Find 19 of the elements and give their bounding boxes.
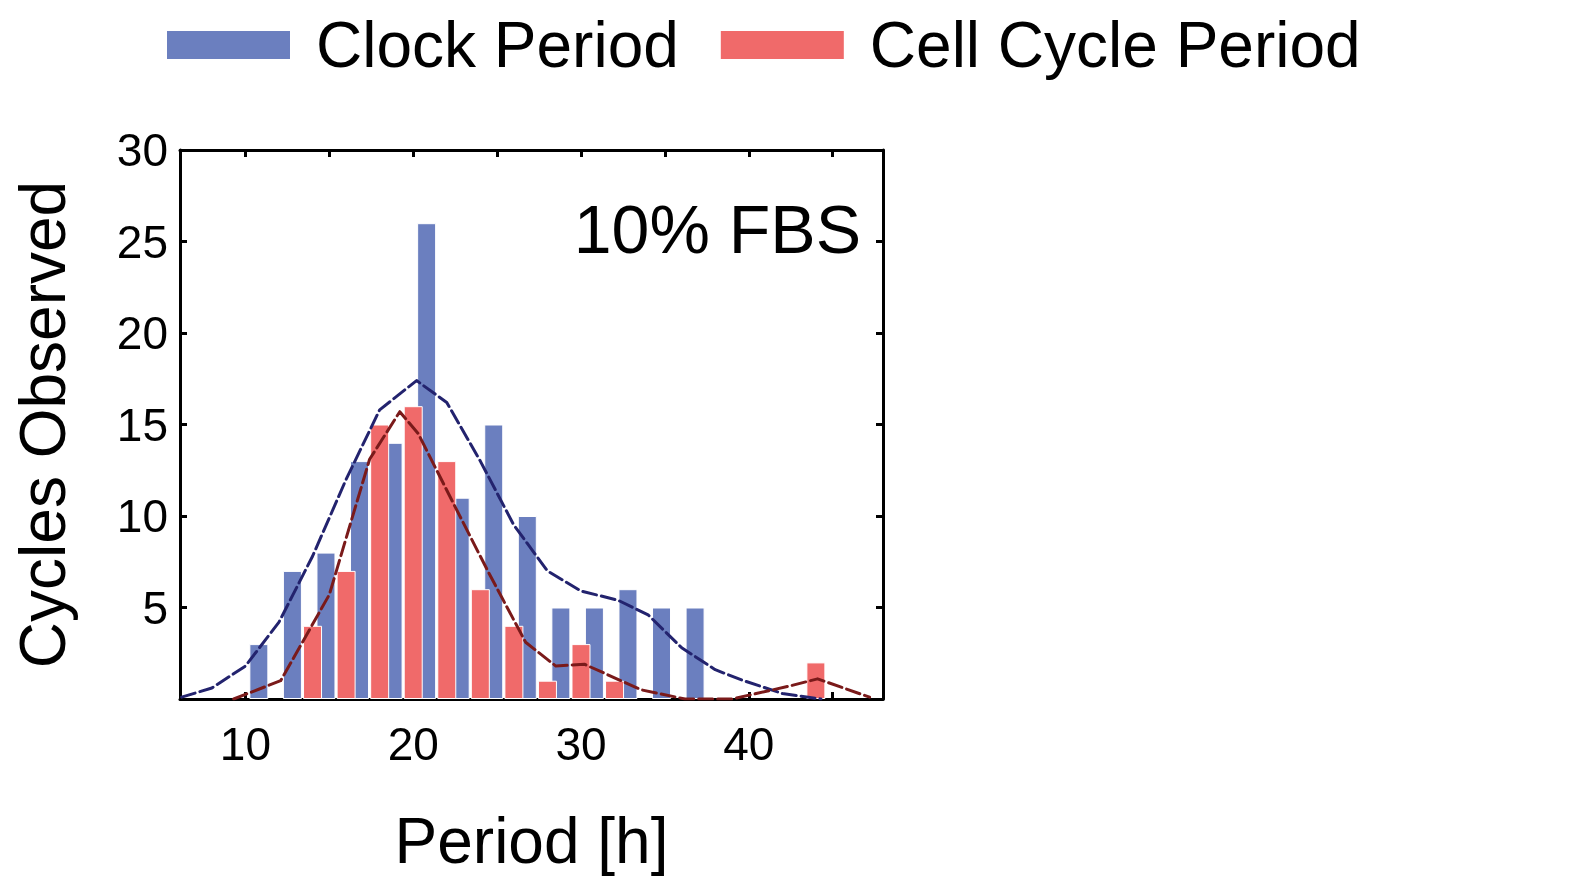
- x-tick-label: 40: [723, 718, 775, 770]
- y-tick-label: 5: [142, 581, 168, 634]
- y-axis-title: Cycles Observed: [7, 180, 79, 669]
- legend-label: Clock Period: [316, 9, 679, 81]
- y-tick-label: 20: [116, 307, 168, 359]
- line-series: [232, 410, 872, 701]
- y-tick-label: 10: [116, 490, 168, 542]
- bar: [685, 607, 705, 699]
- x-tick-label: 10: [219, 718, 272, 770]
- y-tick-label: 15: [116, 398, 168, 451]
- x-tick-label: 30: [555, 718, 607, 770]
- x-axis-title: Period [h]: [394, 805, 669, 877]
- annotation: 10% FBS: [573, 191, 862, 267]
- line-series: [180, 379, 823, 701]
- x-tick-label: 20: [387, 718, 439, 770]
- y-tick-label: 30: [116, 124, 168, 176]
- y-tick-label: 25: [116, 215, 168, 268]
- legend-label: Cell Cycle Period: [869, 9, 1361, 81]
- bar: [652, 607, 672, 699]
